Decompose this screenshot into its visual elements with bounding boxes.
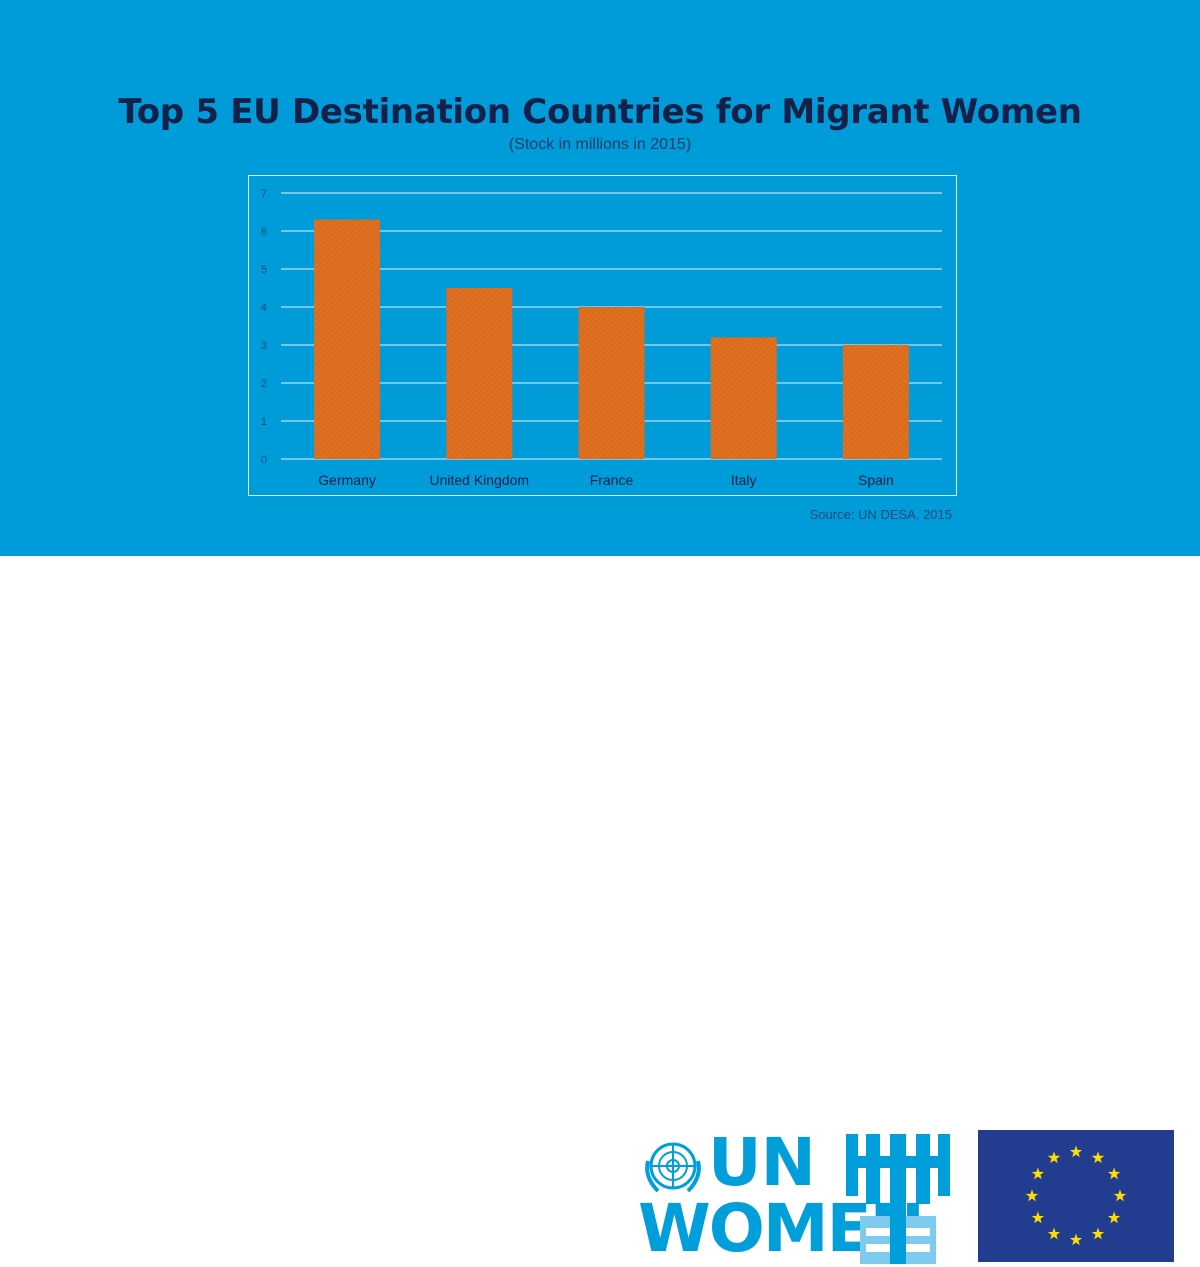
bar-united-kingdom (446, 288, 513, 459)
chart-area: 0 1 2 3 4 5 6 7 Germany United Kingdom France Italy… (248, 175, 957, 496)
y-tick-label: 6 (261, 226, 267, 238)
bar-germany (314, 219, 381, 459)
y-tick-label: 3 (261, 340, 267, 352)
chart-title: Top 5 EU Destination Countries for Migra… (118, 92, 1082, 132)
un-emblem-icon (645, 1142, 701, 1193)
y-tick-label: 2 (261, 378, 267, 390)
y-tick-label: 5 (261, 264, 267, 276)
y-tick-label: 0 (261, 454, 267, 466)
bar-spain (842, 345, 909, 459)
un-logo-text: UN (708, 1124, 816, 1201)
x-tick-label: United Kingdom (429, 472, 529, 488)
source-note: Source: UN DESA, 2015 (809, 507, 952, 522)
x-tick-label: France (590, 472, 634, 488)
bar-italy (710, 337, 777, 459)
un-women-symbol-icon (846, 1134, 950, 1264)
y-tick-label: 7 (261, 188, 267, 200)
bar-chart: 0 1 2 3 4 5 6 7 Germany United Kingdom France Italy… (261, 188, 942, 488)
chart-panel: Top 5 EU Destination Countries for Migra… (0, 0, 1200, 556)
x-tick-label: Germany (318, 472, 376, 488)
logo-bar: UN WOMEN (0, 556, 1200, 1264)
y-tick-label: 4 (261, 302, 267, 314)
x-tick-label: Italy (731, 472, 757, 488)
eu-flag-icon (978, 1130, 1174, 1262)
x-tick-label: Spain (858, 472, 894, 488)
chart-subtitle: (Stock in millions in 2015) (508, 136, 692, 153)
y-tick-label: 1 (261, 416, 267, 428)
bar-france (578, 307, 645, 459)
